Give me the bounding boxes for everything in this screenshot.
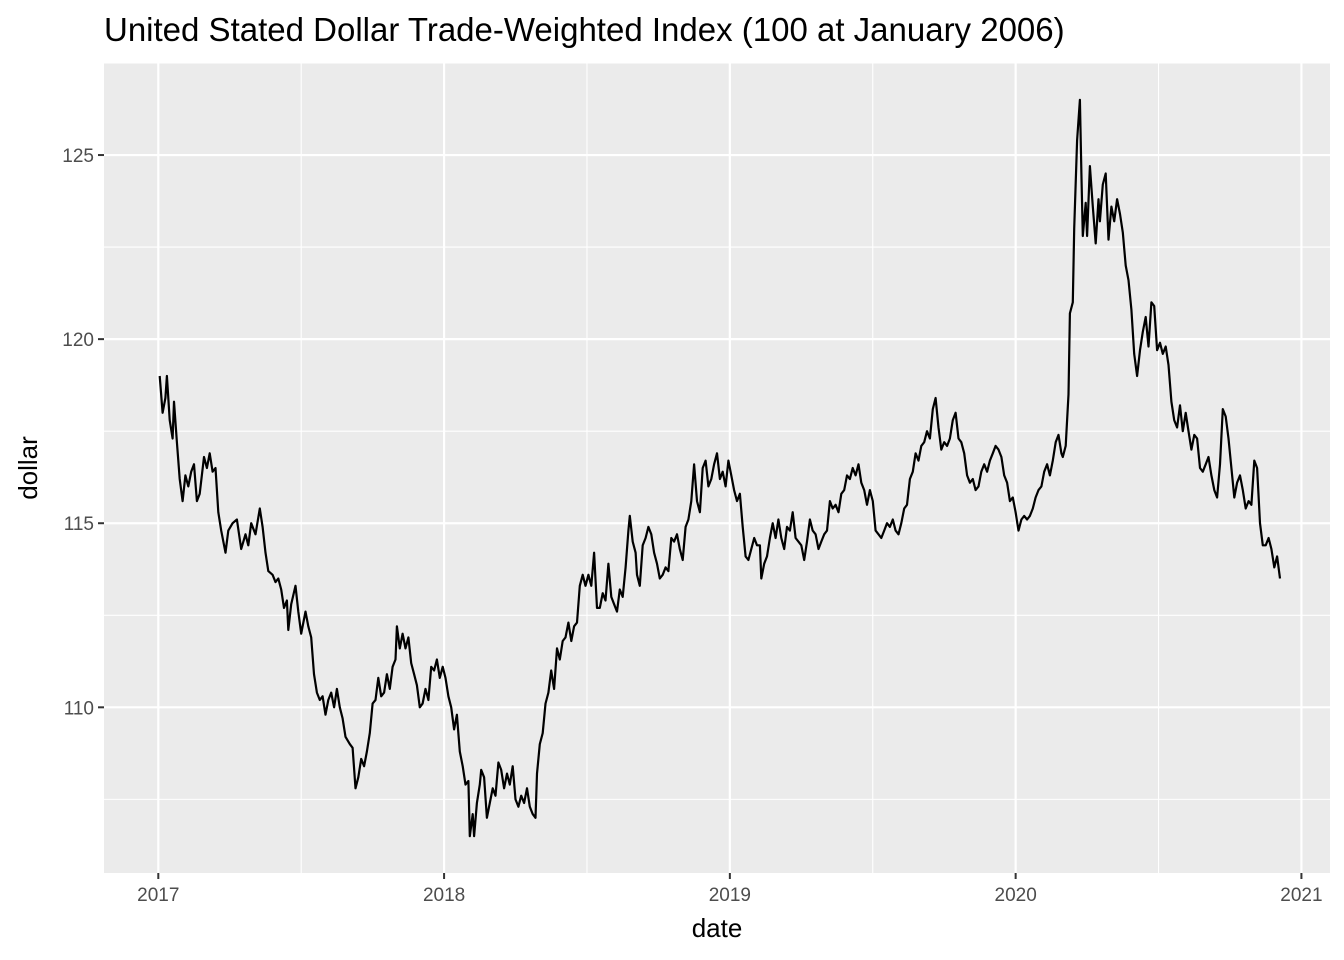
x-tick-label: 2020 [995,885,1037,906]
y-tick-label: 120 [62,330,94,351]
x-tick-label: 2021 [1280,885,1322,906]
y-tick-label: 125 [62,146,94,167]
y-axis: 110 115 120 125 [62,146,104,719]
x-tick-label: 2017 [137,885,179,906]
major-gridlines [104,63,1330,873]
y-tick-label: 115 [64,514,94,535]
plot-panel [104,63,1330,873]
minor-gridlines [104,62,1330,873]
x-axis-ticks [157,873,1303,879]
y-axis-title: dollar [13,436,43,500]
y-tick-label: 110 [64,698,94,719]
x-tick-label: 2018 [423,885,465,906]
x-tick-label: 2019 [709,885,751,906]
chart-title: United Stated Dollar Trade-Weighted Inde… [104,11,1065,48]
y-axis-ticks [98,154,104,709]
dollar-series-line [158,98,1282,838]
x-axis-title: date [692,913,743,943]
x-axis: 2017 2018 2019 2020 2021 [137,873,1323,906]
